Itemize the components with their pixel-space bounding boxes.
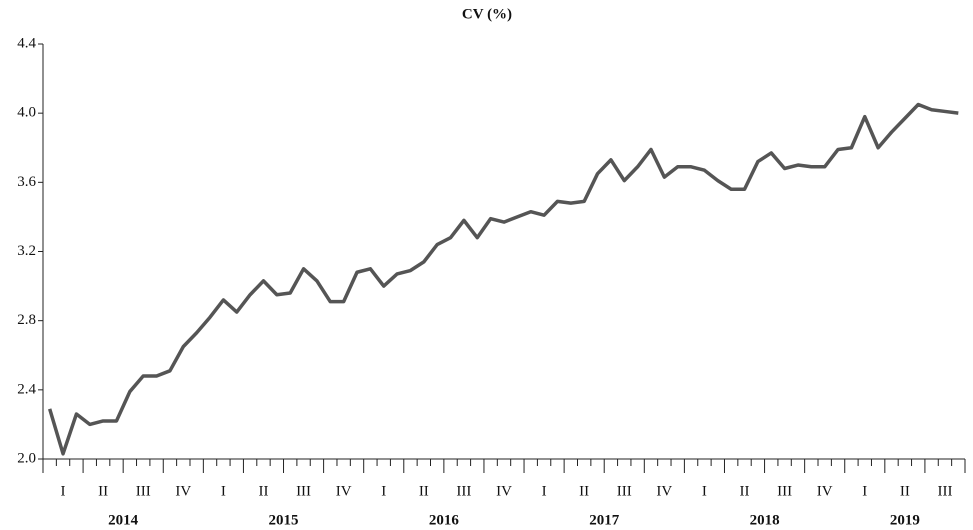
x-tick-label: III	[296, 483, 311, 499]
x-tick-label: I	[221, 483, 226, 499]
x-tick-label: IV	[817, 483, 833, 499]
year-label: 2015	[269, 512, 299, 528]
x-tick-label: IV	[175, 483, 191, 499]
year-label: 2019	[890, 512, 920, 528]
y-tick-label: 2.0	[17, 450, 36, 466]
x-tick-label: I	[862, 483, 867, 499]
y-tick-label: 2.8	[17, 312, 36, 328]
year-label: 2018	[750, 512, 780, 528]
x-tick-label: I	[381, 483, 386, 499]
y-tick-label: 3.2	[17, 243, 36, 259]
year-label: 2014	[108, 512, 139, 528]
x-tick-label: III	[456, 483, 471, 499]
x-tick-label: II	[419, 483, 429, 499]
x-tick-label: IV	[336, 483, 352, 499]
x-tick-label: I	[542, 483, 547, 499]
x-tick-label: II	[98, 483, 108, 499]
y-tick-label: 2.4	[17, 381, 36, 397]
x-tick-label: II	[900, 483, 910, 499]
x-tick-label: II	[258, 483, 268, 499]
y-tick-label: 3.6	[17, 174, 36, 190]
x-tick-label: III	[937, 483, 952, 499]
x-tick-label: III	[617, 483, 632, 499]
x-tick-label: I	[61, 483, 66, 499]
year-label: 2016	[429, 512, 460, 528]
year-label: 2017	[589, 512, 620, 528]
x-tick-label: IV	[656, 483, 672, 499]
x-tick-label: II	[579, 483, 589, 499]
x-tick-label: III	[777, 483, 792, 499]
x-tick-label: II	[740, 483, 750, 499]
chart-title: CV (%)	[462, 6, 512, 22]
line-series	[48, 102, 959, 456]
y-tick-label: 4.4	[17, 35, 36, 51]
x-tick-label: III	[136, 483, 151, 499]
x-tick-label: I	[702, 483, 707, 499]
x-tick-label: IV	[496, 483, 512, 499]
y-tick-label: 4.0	[17, 105, 36, 121]
